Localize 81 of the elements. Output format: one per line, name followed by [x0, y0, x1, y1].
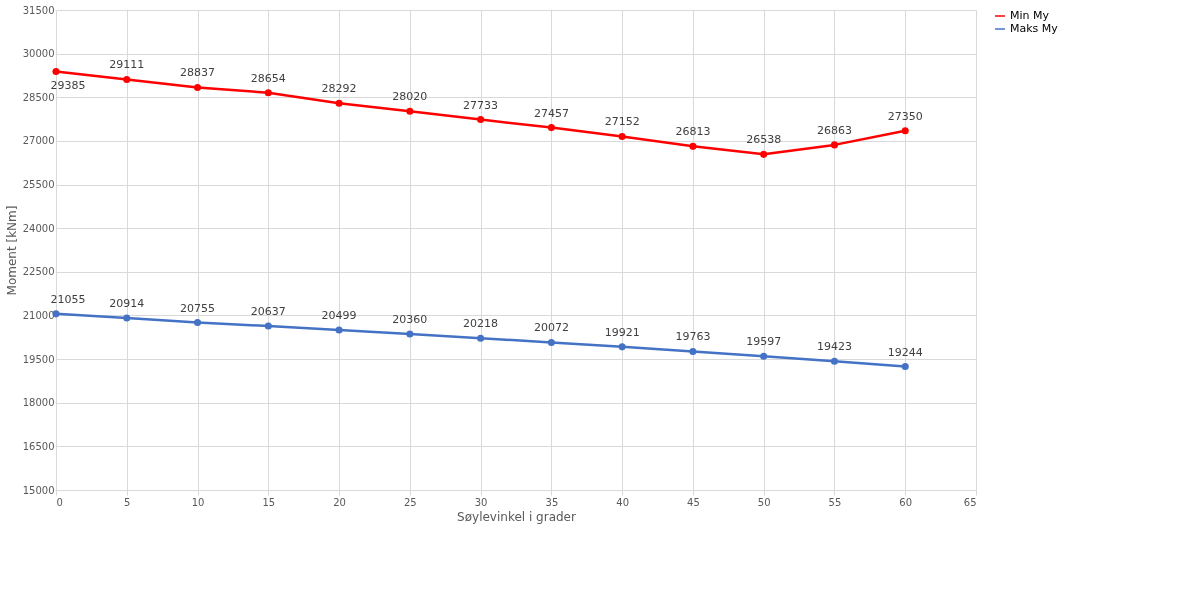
x-tick-label: 15: [262, 496, 276, 508]
x-tick-label: 50: [757, 496, 771, 508]
legend-label: Min My: [1010, 9, 1050, 22]
x-tick-label: 35: [545, 496, 559, 508]
legend-label: Maks My: [1010, 22, 1059, 35]
point: [264, 322, 272, 330]
point: [689, 142, 697, 150]
point: [335, 326, 343, 334]
y-tick-label: 16500: [22, 440, 55, 452]
x-tick-label: 20: [333, 496, 346, 508]
data-label: 28654: [250, 71, 286, 85]
y-tick-label: 22500: [22, 266, 55, 278]
data-label: 20637: [250, 305, 286, 319]
point: [477, 116, 485, 124]
point: [406, 107, 414, 115]
data-label: 20914: [109, 296, 145, 310]
data-label: 26863: [816, 123, 852, 137]
point: [335, 99, 343, 107]
data-label: 20218: [463, 317, 499, 331]
point: [901, 363, 909, 371]
point: [618, 343, 626, 351]
point: [477, 334, 485, 342]
data-label: 27457: [533, 106, 569, 120]
data-label: 27733: [463, 98, 499, 112]
data-label: 26538: [746, 133, 782, 147]
data-label: 27152: [604, 115, 640, 129]
x-tick-label: 40: [616, 496, 630, 508]
y-tick-label: 19500: [22, 353, 55, 365]
point: [689, 347, 697, 355]
data-label: 20072: [533, 321, 569, 335]
point: [52, 68, 60, 76]
x-tick-label: 5: [124, 496, 131, 508]
y-tick-label: 24000: [22, 222, 55, 234]
data-label: 28020: [392, 90, 428, 104]
data-label: 20360: [392, 313, 428, 327]
x-tick-label: 55: [828, 496, 842, 508]
data-label: 29111: [109, 58, 145, 72]
x-tick-label: 60: [899, 496, 913, 508]
point: [123, 75, 131, 84]
x-tick-label: 65: [963, 496, 977, 508]
y-tick-label: 18000: [22, 397, 55, 409]
data-label: 28292: [321, 82, 357, 96]
y-tick-label: 21000: [22, 309, 55, 321]
point: [830, 357, 838, 365]
point: [547, 338, 555, 346]
y-tick-label: 15000: [22, 484, 55, 496]
point: [760, 150, 768, 158]
y-tick-label: 28500: [22, 91, 55, 103]
data-label: 19597: [746, 335, 782, 349]
data-label: 27350: [887, 109, 923, 123]
data-label: 19763: [675, 330, 711, 344]
x-tick-label: 0: [56, 496, 63, 508]
data-label: 21055: [50, 292, 86, 306]
data-label: 26813: [675, 125, 711, 139]
data-label: 20499: [321, 309, 357, 323]
data-label: 20755: [180, 301, 216, 315]
data-label: 19423: [816, 340, 852, 354]
point: [194, 319, 202, 327]
y-tick-label: 31500: [22, 4, 55, 16]
y-axis-title: Moment [kNm]: [4, 205, 19, 296]
point: [760, 352, 768, 360]
data-label: 19921: [604, 325, 640, 339]
point: [406, 330, 414, 338]
y-tick-label: 27000: [22, 135, 55, 147]
point: [123, 314, 131, 322]
point: [901, 127, 909, 135]
point: [264, 89, 272, 97]
x-tick-label: 45: [687, 496, 700, 508]
y-tick-label: 25500: [22, 179, 55, 191]
data-label: 28837: [180, 66, 216, 80]
point: [194, 83, 202, 91]
data-label: 29385: [50, 78, 86, 92]
point: [618, 132, 626, 141]
point: [830, 141, 838, 149]
x-tick-label: 25: [403, 496, 417, 508]
data-label: 19244: [887, 345, 923, 359]
x-axis-title: Søylevinkel i grader: [457, 509, 576, 524]
x-tick-label: 30: [474, 496, 488, 508]
point: [547, 124, 555, 132]
x-tick-label: 10: [191, 496, 205, 508]
y-tick-label: 30000: [22, 48, 55, 60]
